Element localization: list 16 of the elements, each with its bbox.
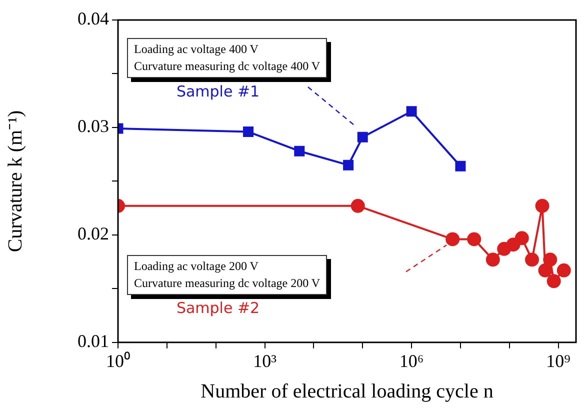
text: Sample #2: [176, 298, 260, 317]
x-tick-label: 10⁶: [399, 350, 424, 371]
y-tick-label: 0.02: [78, 224, 109, 244]
x-tick-label: 10³: [253, 350, 278, 371]
annotation: Loading ac voltage 400 V: [134, 41, 260, 58]
annotation: Loading ac voltage 200 V: [134, 258, 260, 275]
x-axis-title: Number of electrical loading cycle n: [200, 380, 494, 402]
x-tick-label: 10⁹: [546, 350, 570, 371]
y-tick-label: 0.03: [78, 116, 109, 136]
annotation: Curvature measuring dc voltage 200 V: [134, 275, 320, 292]
y-tick-label: 0.04: [78, 8, 109, 29]
annotation: Curvature measuring dc voltage 400 V: [134, 58, 320, 75]
y-tick-label: 0.01: [78, 331, 109, 352]
series-label: Sample #1: [176, 82, 260, 101]
x-tick-label: 10⁰: [106, 350, 130, 371]
y-axis-title: Curvature k (m⁻¹): [4, 110, 26, 252]
